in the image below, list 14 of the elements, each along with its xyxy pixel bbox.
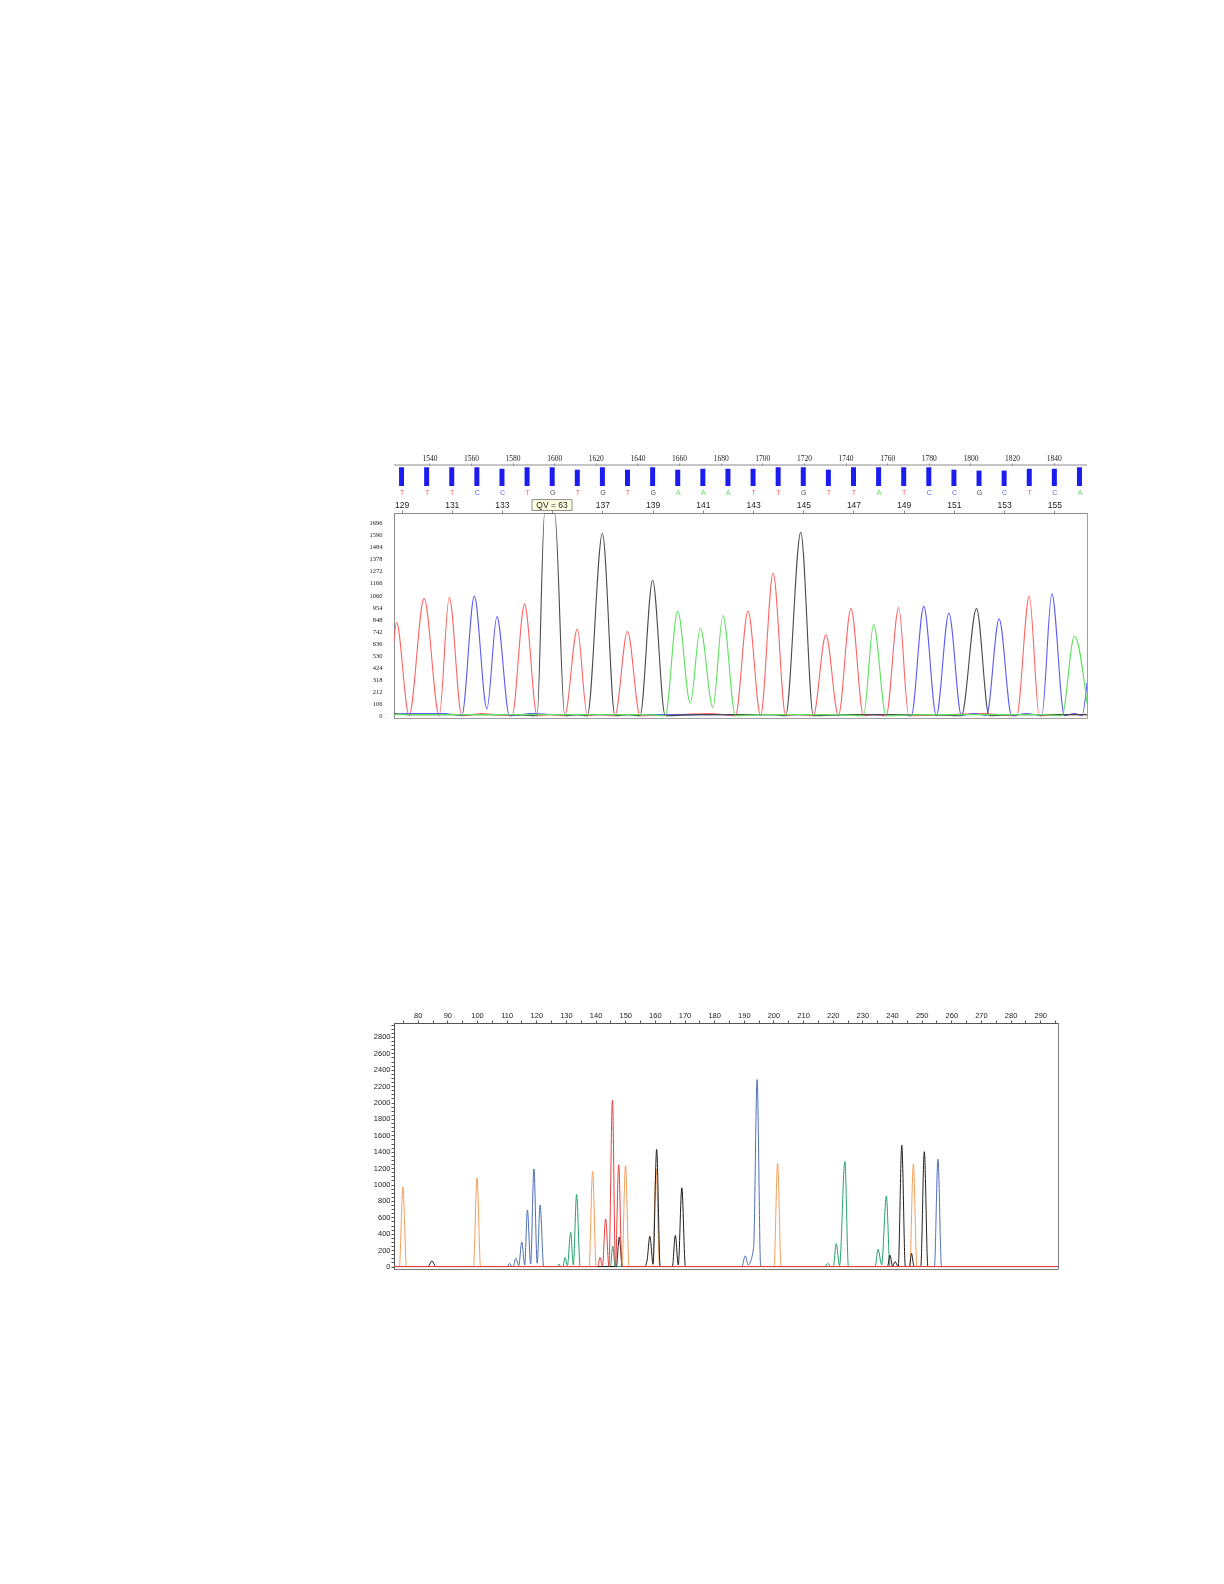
text: QV = 63	[536, 500, 568, 510]
x-tick-label: 151	[947, 499, 962, 510]
x-tick-label: 137	[595, 499, 611, 510]
x-tick-label: 153	[997, 499, 1012, 510]
x-tick-label: 145	[796, 499, 812, 510]
x-tick-label: 139	[646, 499, 661, 510]
x-tick-label: 141	[696, 499, 711, 510]
x-tick-label: 143	[746, 499, 761, 510]
x-tick-label: 155	[1047, 499, 1063, 510]
x-tick-label: 147	[846, 499, 862, 510]
x-tick-label: 129	[394, 499, 410, 510]
x-tick-label: 131	[445, 499, 460, 510]
x-tick-label: 149	[897, 499, 912, 510]
x-tick-label: 133	[495, 499, 510, 510]
